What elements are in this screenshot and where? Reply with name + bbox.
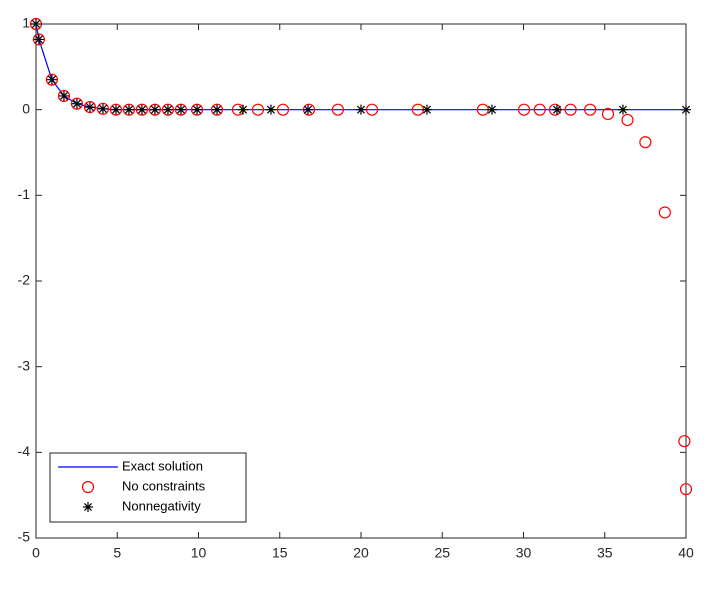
circle-marker xyxy=(109,103,123,116)
star-marker xyxy=(123,104,134,115)
star-marker xyxy=(162,104,173,115)
star-marker xyxy=(617,104,628,115)
y-tick-label: 0 xyxy=(22,100,30,116)
x-tick-label: 15 xyxy=(272,545,288,561)
circle-marker xyxy=(533,103,546,116)
legend-label: Nonnegativity xyxy=(122,498,201,513)
x-tick-label: 35 xyxy=(597,545,613,561)
circle-marker xyxy=(564,103,577,116)
star-marker xyxy=(238,104,249,115)
star-marker xyxy=(33,34,44,45)
star-marker xyxy=(551,104,562,115)
x-tick-label: 10 xyxy=(191,545,207,561)
star-marker xyxy=(421,104,432,115)
y-tick-label: -4 xyxy=(18,443,31,459)
y-tick-label: -1 xyxy=(18,186,31,202)
x-tick-label: 5 xyxy=(113,545,121,561)
star-marker xyxy=(192,104,203,115)
circle-marker xyxy=(276,103,290,116)
star-marker xyxy=(212,104,223,115)
circle-marker xyxy=(83,100,97,114)
exact-line xyxy=(35,23,686,111)
star-marker xyxy=(265,104,276,115)
circle-marker xyxy=(331,103,345,116)
circle-marker xyxy=(32,33,46,46)
star-marker xyxy=(356,104,366,115)
y-tick-label: -5 xyxy=(18,529,31,545)
circle-marker xyxy=(174,103,188,116)
x-tick-label: 20 xyxy=(353,545,369,561)
circle-marker xyxy=(517,103,531,116)
circle-marker xyxy=(621,113,634,127)
circle-marker xyxy=(57,89,71,103)
star-marker xyxy=(71,98,82,109)
circle-marker xyxy=(135,103,149,116)
star-marker xyxy=(486,104,497,115)
star-marker xyxy=(136,104,147,115)
star-marker xyxy=(175,104,186,115)
circle-marker xyxy=(601,107,615,121)
circle-marker xyxy=(251,103,265,116)
circle-marker xyxy=(658,206,671,219)
star-marker xyxy=(149,104,160,115)
legend-label: Exact solution xyxy=(122,458,203,473)
star-marker xyxy=(97,103,108,114)
x-tick-label: 40 xyxy=(678,545,694,561)
circle-marker xyxy=(584,103,597,116)
circle-marker xyxy=(639,136,652,149)
circle-marker xyxy=(679,483,693,496)
legend: Exact solution No constraints Nonnegativit… xyxy=(49,452,247,523)
legend-marker xyxy=(81,480,95,494)
y-tick-label: -2 xyxy=(18,272,31,288)
star-marker xyxy=(303,104,314,115)
x-tick-label: 30 xyxy=(516,545,532,561)
legend-marker xyxy=(83,502,93,512)
star-marker xyxy=(46,74,57,85)
legend-label: No constraints xyxy=(122,478,206,493)
circle-marker xyxy=(96,102,110,115)
star-marker xyxy=(58,90,69,101)
circle-marker xyxy=(122,103,136,116)
x-tick-label: 25 xyxy=(434,545,450,561)
circle-marker xyxy=(210,103,224,116)
marks xyxy=(29,17,693,496)
circle-marker xyxy=(161,103,175,116)
circle-marker xyxy=(70,97,84,110)
circle-marker xyxy=(365,103,379,116)
star-marker xyxy=(110,104,121,115)
circle-marker xyxy=(678,435,691,448)
circle-marker xyxy=(45,73,59,86)
x-tick-label: 0 xyxy=(32,545,40,561)
circle-marker xyxy=(148,103,162,116)
circle-marker xyxy=(190,103,204,116)
y-tick-label: 1 xyxy=(22,15,30,31)
y-tick-label: -3 xyxy=(18,357,31,373)
star-marker xyxy=(84,102,95,113)
